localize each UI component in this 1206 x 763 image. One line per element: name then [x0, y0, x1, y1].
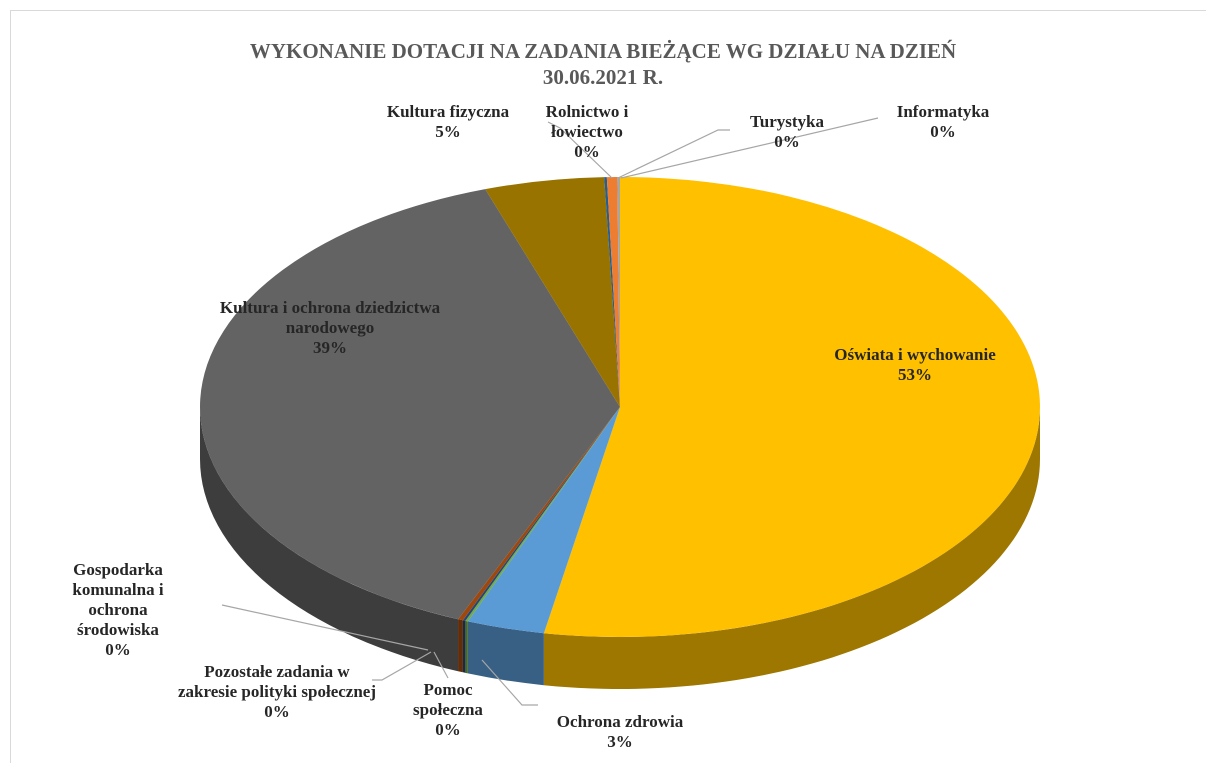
leader-line: [620, 117, 879, 179]
category-label: Ochrona zdrowia: [556, 712, 684, 731]
slice: [458, 407, 620, 621]
category-label: Kultura i ochrona dziedzictwa narodowego: [219, 298, 441, 337]
value-label: 0%: [435, 720, 461, 739]
category-label: Pomoc społeczna: [413, 680, 483, 719]
data-label: Pomoc społeczna 0%: [393, 680, 503, 740]
slice-side: [200, 407, 459, 672]
data-label: Oświata i wychowanie 53%: [785, 345, 1045, 385]
value-label: 0%: [105, 640, 131, 659]
category-label: Informatyka: [896, 102, 990, 121]
leader-lines: [221, 117, 879, 706]
category-label: Kultura fizyczna: [386, 102, 510, 121]
leader-line: [617, 129, 730, 179]
leader-line: [547, 121, 613, 179]
data-label: Kultura i ochrona dziedzictwa narodowego…: [210, 298, 450, 358]
slice: [485, 177, 620, 407]
data-label: Ochrona zdrowia 3%: [520, 712, 720, 752]
data-label: Gospodarka komunalna i ochrona środowisk…: [56, 560, 181, 660]
category-label: Turystyka: [749, 112, 824, 131]
value-label: 39%: [313, 338, 347, 357]
leader-line: [433, 651, 449, 679]
category-label: Gospodarka komunalna i ochrona środowisk…: [72, 560, 164, 639]
category-label: Pozostałe zadania w zakresie polityki sp…: [178, 662, 376, 701]
slice-side: [462, 620, 466, 673]
chart-title: WYKONANIE DOTACJI NA ZADANIA BIEŻĄCE WG …: [249, 39, 957, 89]
value-label: 5%: [435, 122, 461, 141]
category-label: Rolnictwo i łowiectwo: [545, 102, 629, 141]
slice: [543, 177, 1041, 637]
slice: [465, 407, 620, 622]
slice-side: [458, 619, 463, 673]
slice: [606, 177, 620, 407]
slice: [462, 407, 620, 621]
slice: [467, 407, 620, 634]
slice-side: [467, 621, 544, 686]
slice: [617, 177, 620, 407]
value-label: 3%: [607, 732, 633, 751]
slice-side: [465, 620, 468, 674]
chart-frame: [10, 10, 1206, 763]
value-label: 0%: [574, 142, 600, 161]
data-label: Kultura fizyczna 5%: [368, 102, 528, 142]
value-label: 53%: [898, 365, 932, 384]
data-label: Informatyka 0%: [883, 102, 1003, 142]
category-label: Oświata i wychowanie: [834, 345, 996, 364]
value-label: 0%: [264, 702, 290, 721]
slice: [604, 177, 620, 407]
value-label: 0%: [774, 132, 800, 151]
value-label: 0%: [930, 122, 956, 141]
leader-line: [221, 604, 429, 651]
slice: [200, 189, 621, 620]
leader-line: [481, 659, 538, 706]
data-label: Rolnictwo i łowiectwo 0%: [537, 102, 637, 162]
data-label: Turystyka 0%: [727, 112, 847, 152]
data-label: Pozostałe zadania w zakresie polityki sp…: [177, 662, 377, 722]
slice-side: [543, 407, 1040, 689]
leader-line: [372, 651, 432, 681]
